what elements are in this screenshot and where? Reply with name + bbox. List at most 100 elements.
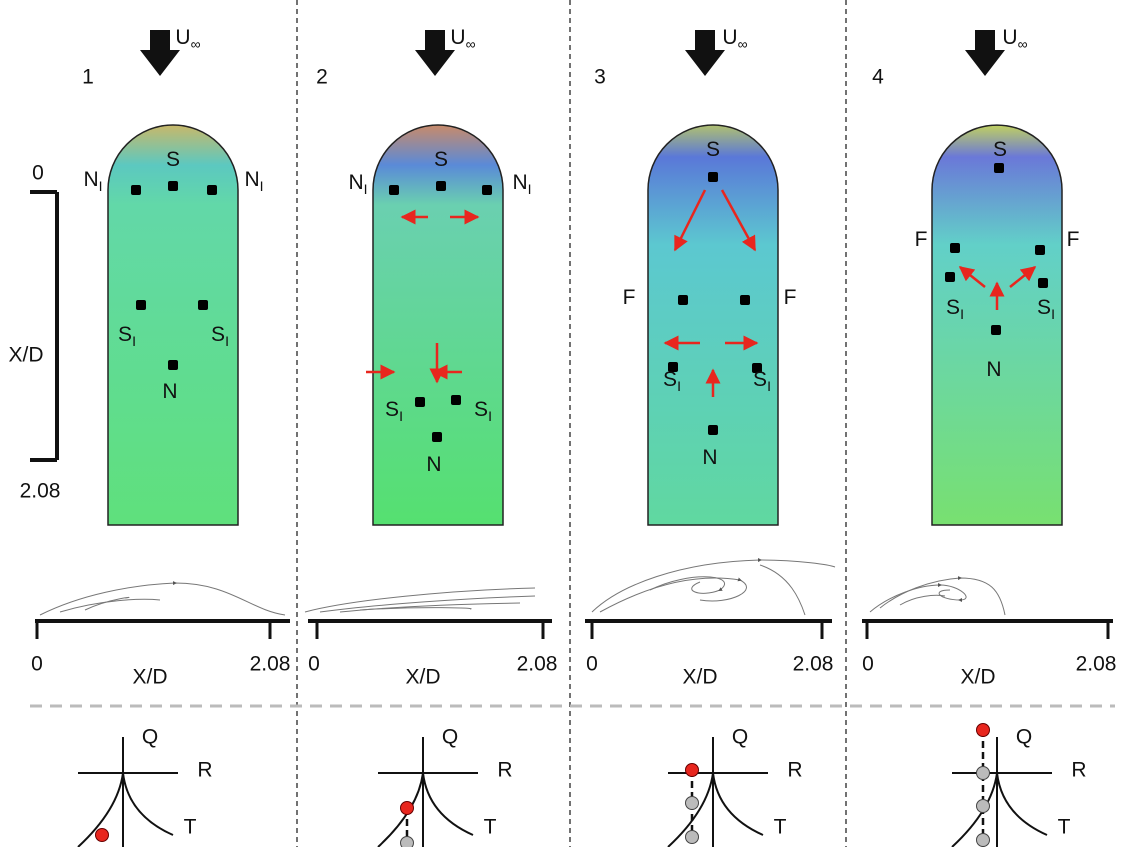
point-label-main: F [784, 286, 797, 309]
freestream-label-main: U [722, 26, 737, 49]
r-label: R [197, 759, 212, 782]
critical-point [950, 243, 960, 253]
point-label-main: N [244, 168, 259, 191]
point-label: F [623, 286, 636, 309]
t-label: T [484, 816, 497, 839]
scale-bar [30, 192, 57, 460]
streamline [40, 583, 285, 615]
current-state [401, 802, 414, 815]
freestream-arrow [140, 30, 180, 76]
point-label-main: N [426, 453, 441, 476]
freestream-arrow [685, 30, 725, 76]
past-state [401, 837, 414, 847]
t-curve [668, 773, 763, 847]
freestream-label: U∞ [175, 26, 200, 52]
streamline [305, 588, 535, 612]
q-label: Q [442, 726, 458, 749]
point-label-sub: I [1051, 306, 1055, 322]
past-state [977, 800, 990, 813]
point-label-sub: I [260, 178, 264, 194]
past-state [686, 797, 699, 810]
past-state [686, 831, 699, 844]
profile-end: 2.08 [250, 653, 291, 676]
point-label: NI [83, 168, 102, 194]
point-label: N [162, 380, 177, 403]
critical-point [482, 185, 492, 195]
critical-point [708, 425, 718, 435]
streamline [360, 608, 471, 610]
profile-start: 0 [308, 653, 320, 676]
critical-point [207, 185, 217, 195]
streamline [900, 595, 945, 605]
point-label-main: S [663, 368, 677, 391]
profile-label: X/D [405, 666, 440, 689]
profile-end: 2.08 [793, 653, 834, 676]
point-label-main: N [986, 358, 1001, 381]
point-label: S [993, 138, 1007, 161]
point-label-main: S [166, 148, 180, 171]
freestream-label-main: U [450, 26, 465, 49]
freestream-label-sub: ∞ [466, 36, 476, 52]
freestream-label-sub: ∞ [191, 36, 201, 52]
point-label-main: S [753, 368, 767, 391]
point-label-main: S [118, 323, 132, 346]
point-label-sub: I [677, 378, 681, 394]
panel-number: 3 [594, 66, 606, 89]
q-label: Q [732, 726, 748, 749]
critical-point [432, 432, 442, 442]
point-label: NI [348, 171, 367, 197]
streamline [760, 565, 805, 615]
t-curve [952, 773, 1047, 847]
point-label: N [986, 358, 1001, 381]
current-state [977, 724, 990, 737]
panel-number: 2 [316, 66, 328, 89]
freestream-label-main: U [175, 26, 190, 49]
point-label-sub: I [364, 181, 368, 197]
point-label: NI [244, 168, 263, 194]
t-label: T [774, 816, 787, 839]
past-state [977, 767, 990, 780]
critical-point [740, 295, 750, 305]
profile-end: 2.08 [517, 653, 558, 676]
current-state [96, 829, 109, 842]
point-label: S [166, 148, 180, 171]
point-label-sub: I [528, 181, 532, 197]
critical-point [708, 172, 718, 182]
scale-end: 2.08 [20, 480, 61, 503]
critical-point [168, 360, 178, 370]
r-label: R [1071, 759, 1086, 782]
streamline [592, 560, 835, 612]
q-label: Q [1016, 726, 1032, 749]
point-label: NI [512, 171, 531, 197]
point-label: N [426, 453, 441, 476]
scale-start: 0 [32, 162, 44, 185]
point-label-sub: I [767, 378, 771, 394]
freestream-arrow [415, 30, 455, 76]
freestream-label-main: U [1002, 26, 1017, 49]
point-label-main: S [474, 398, 488, 421]
freestream-label-sub: ∞ [1018, 36, 1028, 52]
scale-label: X/D [8, 344, 43, 367]
freestream-label-sub: ∞ [738, 36, 748, 52]
critical-point [678, 295, 688, 305]
critical-point [436, 181, 446, 191]
point-label-main: S [434, 148, 448, 171]
critical-point [131, 185, 141, 195]
t-curve [78, 773, 173, 847]
point-label-main: N [512, 171, 527, 194]
critical-point [415, 397, 425, 407]
past-state [977, 834, 990, 847]
freestream-arrow [965, 30, 1005, 76]
r-label: R [497, 759, 512, 782]
point-label-main: F [915, 228, 928, 251]
point-label-sub: I [132, 333, 136, 349]
point-label: S [434, 148, 448, 171]
point-label-main: N [83, 168, 98, 191]
point-label-main: S [211, 323, 225, 346]
point-label-sub: I [488, 408, 492, 424]
point-label: F [784, 286, 797, 309]
point-label-sub: I [99, 178, 103, 194]
figure: 0 X/D 2.08 1U∞SNINISISIN0X/D2.08QRT2U∞SN… [0, 0, 1125, 847]
streamline [320, 596, 535, 612]
r-label: R [787, 759, 802, 782]
